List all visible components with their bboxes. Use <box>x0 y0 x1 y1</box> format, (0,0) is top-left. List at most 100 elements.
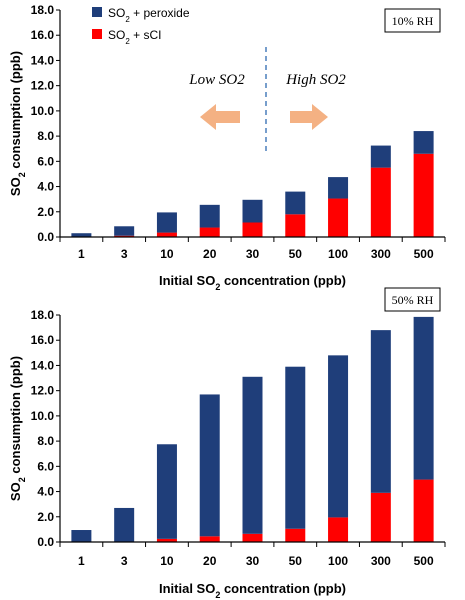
y-tick-label: 0.0 <box>37 230 54 244</box>
x-tick-label: 20 <box>203 247 217 261</box>
y-tick-label: 2.0 <box>37 205 54 219</box>
bar-sci-3 <box>114 235 135 237</box>
low-so2-label-part: 2 <box>237 72 245 88</box>
bar-peroxide-100 <box>328 355 349 518</box>
bar-peroxide-30 <box>242 376 263 534</box>
y-axis-label: SO2 consumption (ppb) <box>8 356 27 501</box>
y-axis-label-part: SO <box>8 482 23 501</box>
y-tick-label: 14.0 <box>31 53 55 67</box>
bar-peroxide-20 <box>199 204 220 228</box>
x-tick-label: 10 <box>160 247 174 261</box>
x-tick-label: 1 <box>78 554 85 568</box>
y-tick-label: 10.0 <box>31 409 55 423</box>
legend-label-part: 2 <box>125 15 130 24</box>
bar-sci-20 <box>199 536 220 542</box>
x-axis-label-part: concentration (ppb) <box>220 273 346 288</box>
x-axis-label: Initial SO2 concentration (ppb) <box>159 581 346 600</box>
y-axis-label-part: 2 <box>17 477 27 482</box>
x-tick-label: 500 <box>414 247 434 261</box>
legend-swatch <box>92 29 102 39</box>
bar-sci-100 <box>328 517 349 542</box>
right-arrow-icon <box>290 104 328 130</box>
x-tick-label: 50 <box>289 554 303 568</box>
bar-peroxide-300 <box>370 330 391 493</box>
bar-peroxide-100 <box>328 177 349 199</box>
y-tick-label: 18.0 <box>31 3 55 17</box>
x-tick-label: 10 <box>160 554 174 568</box>
bar-sci-30 <box>242 222 263 237</box>
y-tick-label: 8.0 <box>37 129 54 143</box>
x-tick-label: 30 <box>246 247 260 261</box>
y-tick-label: 12.0 <box>31 384 55 398</box>
rh-label-box <box>384 287 441 312</box>
y-tick-label: 4.0 <box>37 180 54 194</box>
bar-sci-10 <box>156 232 177 237</box>
x-axis-label-part: Initial SO <box>159 273 215 288</box>
bar-peroxide-3 <box>114 507 135 542</box>
y-tick-label: 14.0 <box>31 358 55 372</box>
bar-sci-50 <box>285 528 306 542</box>
y-tick-label: 16.0 <box>31 333 55 347</box>
legend-label-part: SO <box>108 28 125 42</box>
bar-sci-500 <box>413 153 434 237</box>
legend-label: SO2 + sCI <box>108 28 161 46</box>
x-tick-label: 500 <box>414 554 434 568</box>
legend-label-part: + sCI <box>130 28 162 42</box>
bar-sci-500 <box>413 479 434 542</box>
bar-peroxide-1 <box>71 530 92 542</box>
y-tick-label: 18.0 <box>31 308 55 322</box>
y-tick-label: 4.0 <box>37 485 54 499</box>
legend-label-part: + peroxide <box>130 6 190 20</box>
x-tick-label: 3 <box>121 554 128 568</box>
y-tick-label: 8.0 <box>37 434 54 448</box>
bar-peroxide-50 <box>285 191 306 215</box>
y-axis-label: SO2 consumption (ppb) <box>8 51 27 196</box>
high-so2-label-part: High SO <box>285 72 338 88</box>
low-so2-label-part: Low SO <box>188 72 237 88</box>
y-tick-label: 2.0 <box>37 510 54 524</box>
chart-panel-2: 0.0 2.0 4.0 6.0 8.0 10.0 12.0 14.0 16.0 18.0 1 3 10 2… <box>8 287 446 600</box>
bar-sci-300 <box>370 167 391 237</box>
bar-peroxide-500 <box>413 316 434 480</box>
bar-peroxide-1 <box>71 233 92 237</box>
x-tick-label: 30 <box>246 554 260 568</box>
y-tick-label: 16.0 <box>31 28 55 42</box>
x-axis-label-part: 2 <box>215 282 220 292</box>
x-tick-label: 3 <box>121 247 128 261</box>
high-so2-label: High SO2 <box>285 72 346 88</box>
bar-sci-10 <box>156 538 177 542</box>
y-axis-label-part: SO <box>8 177 23 196</box>
bar-sci-100 <box>328 198 349 237</box>
y-axis-label-part: consumption (ppb) <box>8 51 23 172</box>
bar-peroxide-3 <box>114 226 135 236</box>
left-arrow-icon <box>200 104 240 130</box>
x-tick-label: 50 <box>289 247 303 261</box>
bar-peroxide-500 <box>413 131 434 154</box>
x-axis-label-part: 2 <box>215 590 220 600</box>
bar-sci-30 <box>242 533 263 542</box>
x-tick-label: 100 <box>328 247 348 261</box>
bar-peroxide-10 <box>156 212 177 233</box>
bar-peroxide-20 <box>199 394 220 537</box>
legend-label-part: SO <box>108 6 125 20</box>
legend-label: SO2 + peroxide <box>108 6 190 24</box>
bar-peroxide-30 <box>242 199 263 223</box>
bar-sci-50 <box>285 214 306 237</box>
y-axis-label-part: consumption (ppb) <box>8 356 23 477</box>
x-tick-label: 300 <box>371 554 391 568</box>
x-tick-label: 1 <box>78 247 85 261</box>
legend-label-part: 2 <box>125 37 130 46</box>
legend-swatch <box>92 7 102 17</box>
x-tick-label: 100 <box>328 554 348 568</box>
y-axis-label-part: 2 <box>17 172 27 177</box>
high-so2-label-part: 2 <box>338 72 346 88</box>
y-tick-label: 12.0 <box>31 79 55 93</box>
rh-label: 10% RH <box>392 14 434 28</box>
bar-peroxide-50 <box>285 366 306 529</box>
low-so2-label: Low SO2 <box>188 72 245 88</box>
x-axis-label-part: concentration (ppb) <box>220 581 346 596</box>
rh-label-box <box>384 8 441 33</box>
bar-sci-20 <box>199 227 220 237</box>
y-tick-label: 0.0 <box>37 535 54 549</box>
